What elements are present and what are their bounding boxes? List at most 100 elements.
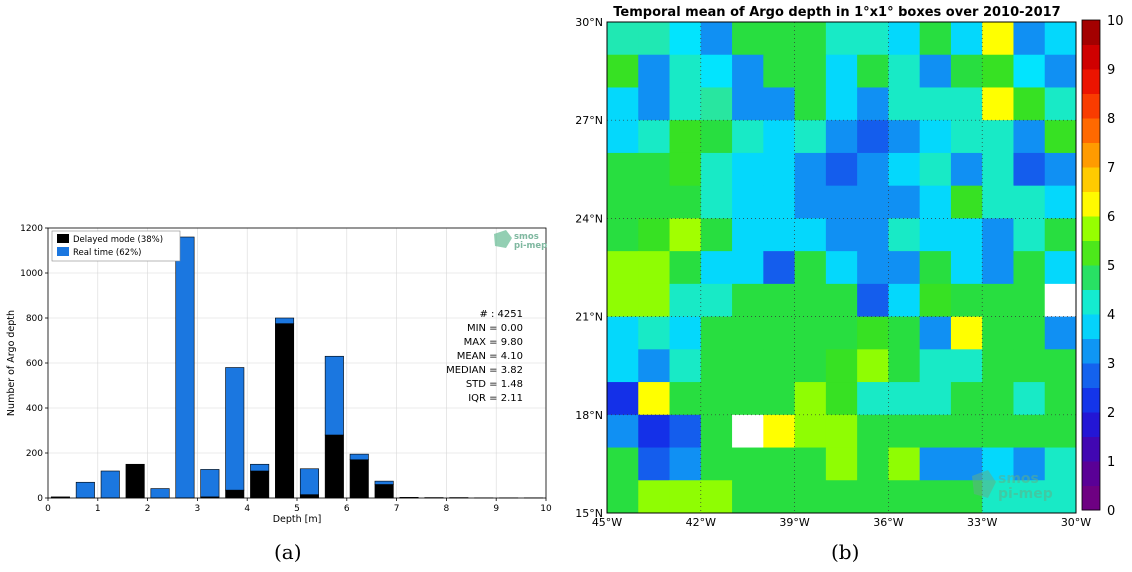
heatmap-cell (950, 382, 983, 416)
colorbar-segment (1082, 387, 1100, 413)
heatmap-cell (638, 87, 671, 121)
bar-real-time (299, 468, 319, 495)
heatmap-cell (1013, 22, 1046, 56)
logo-text-smos: smos (998, 471, 1039, 487)
colorbar-segment (1082, 412, 1100, 437)
heatmap-longitude-label: 39°W (779, 516, 809, 529)
heatmap-cell (950, 54, 983, 88)
heatmap-cell (1044, 382, 1077, 416)
heatmap-cell (607, 382, 639, 416)
heatmap-cell (857, 447, 889, 481)
histogram-y-tick-label: 600 (26, 359, 43, 369)
bar-real-time (275, 317, 295, 324)
colorbar-segment (1082, 44, 1100, 70)
heatmap-cell (607, 185, 639, 219)
heatmap-cell (638, 251, 671, 285)
heatmap-latitude-label: 27°N (575, 114, 603, 127)
heatmap-cell (763, 480, 796, 514)
colorbar-frame (1081, 19, 1101, 511)
colorbar-tick-label: 3 (1107, 357, 1115, 372)
bar-real-time (75, 481, 95, 499)
heatmap-cell (888, 22, 921, 56)
heatmap-cell (1044, 480, 1077, 514)
heatmap-cell (732, 120, 764, 154)
heatmap-cell (794, 152, 827, 187)
heatmap-cell (763, 349, 796, 383)
heatmap-cell (732, 22, 764, 56)
heatmap-cell (1013, 185, 1046, 219)
heatmap-cell (732, 87, 764, 121)
stat-count: # : 4251 (479, 309, 523, 320)
heatmap-cell (857, 414, 889, 449)
colorbar-tick-label: 7 (1107, 161, 1115, 176)
heatmap-cell (1013, 152, 1046, 187)
heatmap-cell (700, 185, 733, 219)
heatmap-cell (732, 218, 764, 252)
heatmap-cell (732, 54, 764, 88)
heatmap-cell (1044, 251, 1077, 285)
heatmap-cell (763, 54, 796, 88)
histogram-y-tick-label: 800 (26, 314, 43, 324)
heatmap-cell (763, 152, 796, 187)
histogram-y-tick-label: 1000 (20, 269, 43, 279)
legend-label-realtime: Real time (62%) (73, 248, 141, 258)
stat-iqr: IQR = 2.11 (468, 393, 523, 404)
heatmap-cell (982, 316, 1014, 350)
heatmap-cell (950, 251, 983, 285)
heatmap-cell (700, 382, 733, 416)
histogram-y-ticks: 0 200 400 600 800 1000 1200 (20, 224, 48, 504)
heatmap-cell (1044, 447, 1077, 481)
colorbar-segment (1082, 167, 1100, 192)
heatmap-cell (763, 218, 796, 252)
heatmap-cell (669, 382, 702, 416)
heatmap-cell (763, 120, 796, 154)
heatmap-cell (919, 54, 952, 88)
colorbar-segment (1082, 338, 1100, 364)
bar-delayed-mode (349, 459, 369, 499)
heatmap-cell (700, 120, 733, 154)
heatmap-cell (857, 283, 889, 318)
heatmap-cell (888, 251, 921, 285)
heatmap-cell (825, 120, 858, 154)
heatmap-cell (732, 185, 764, 219)
heatmap-cell (919, 382, 952, 416)
histogram-x-tick-label: 1 (95, 504, 101, 514)
heatmap-cell (700, 480, 733, 514)
heatmap-cell (732, 414, 764, 449)
histogram-x-tick-label: 4 (244, 504, 250, 514)
heatmap-cell (1044, 54, 1077, 88)
heatmap-cell (1013, 414, 1046, 449)
heatmap-cell (794, 251, 827, 285)
heatmap-cell (700, 316, 733, 350)
heatmap-cell (607, 251, 639, 285)
heatmap-cell (825, 414, 858, 449)
heatmap-cell (919, 120, 952, 154)
heatmap-latitude-label: 21°N (575, 311, 603, 324)
histogram-x-tick-label: 6 (344, 504, 350, 514)
bar-delayed-mode (225, 489, 245, 499)
bar-real-time (349, 453, 369, 461)
heatmap-cell (919, 316, 952, 350)
heatmap-cell (919, 251, 952, 285)
heatmap-cell (794, 185, 827, 219)
colorbar-tick-label: 1 (1107, 455, 1115, 470)
heatmap-cell (638, 480, 671, 514)
heatmap-cell (732, 251, 764, 285)
heatmap-cell (1013, 218, 1046, 252)
heatmap-cell (825, 54, 858, 88)
heatmap-latitude-label: 15°N (575, 507, 603, 520)
heatmap-cell (607, 447, 639, 481)
heatmap-cell (888, 382, 921, 416)
stat-min: MIN = 0.00 (467, 323, 523, 334)
colorbar-segment (1082, 20, 1100, 45)
heatmap-cell (669, 480, 702, 514)
heatmap-cell (1013, 349, 1046, 383)
histogram-y-tick-label: 400 (26, 404, 43, 414)
heatmap-cell (857, 152, 889, 187)
heatmap-cell (669, 283, 702, 318)
heatmap-cell (700, 251, 733, 285)
heatmap-cell (888, 283, 921, 318)
heatmap-cell (700, 414, 733, 449)
heatmap-cell (857, 120, 889, 154)
heatmap-cell (982, 283, 1014, 318)
